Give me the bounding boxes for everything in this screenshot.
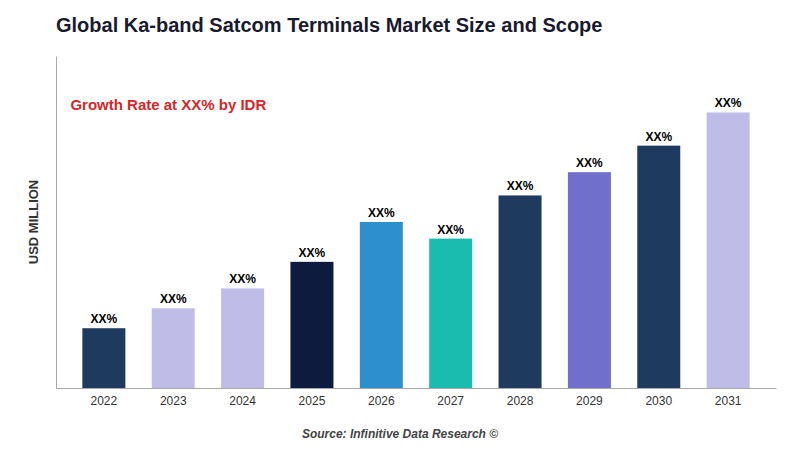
x-axis: 2022 2023 2024 2025 2026 2027 2028 2029 2030 2031	[57, 388, 777, 408]
data-label: XX%	[715, 96, 742, 110]
chart: 2022 2023 2024 2025 2026 2027 2028 2029 2030 2031…	[0, 0, 800, 450]
x-tick: 2031	[715, 388, 742, 408]
data-label: XX%	[160, 292, 187, 306]
y-axis-title: USD MILLION	[26, 180, 41, 265]
y-axis	[56, 57, 57, 389]
x-axis-line	[57, 388, 777, 389]
x-tick-label: 2030	[645, 394, 672, 408]
x-tick-label: 2025	[299, 394, 326, 408]
x-tick: 2024	[229, 388, 256, 408]
x-tick: 2023	[160, 388, 187, 408]
bar	[82, 328, 125, 388]
bar	[360, 222, 403, 388]
annotation: Growth Rate at XX% by IDR	[70, 96, 266, 113]
title: Global Ka-band Satcom Terminals Market S…	[56, 14, 602, 36]
x-tick: 2030	[645, 388, 672, 408]
bar	[152, 308, 195, 388]
bars	[82, 112, 749, 388]
bar	[499, 195, 542, 388]
bar	[429, 239, 472, 388]
y-axis-line	[56, 57, 57, 389]
x-tick-label: 2024	[229, 394, 256, 408]
data-label: XX%	[437, 223, 464, 237]
data-label: XX%	[645, 130, 672, 144]
plot: 2022 2023 2024 2025 2026 2027 2028 2029 2030 2031…	[57, 57, 777, 408]
x-tick: 2025	[299, 388, 326, 408]
x-tick-label: 2029	[576, 394, 603, 408]
x-tick-label: 2028	[507, 394, 534, 408]
bar	[707, 112, 750, 388]
x-tick-label: 2027	[437, 394, 464, 408]
x-tick-label: 2026	[368, 394, 395, 408]
data-labels: XX% XX% XX% XX% XX% XX% XX% XX% XX% XX%	[91, 96, 742, 326]
bar	[221, 288, 264, 388]
x-tick-label: 2023	[160, 394, 187, 408]
bar	[290, 262, 333, 388]
x-tick-label: 2022	[91, 394, 118, 408]
x-tick-label: 2031	[715, 394, 742, 408]
x-tick: 2026	[368, 388, 395, 408]
data-label: XX%	[368, 206, 395, 220]
data-label: XX%	[507, 179, 534, 193]
bar	[568, 172, 611, 388]
x-tick: 2022	[91, 388, 118, 408]
data-label: XX%	[299, 246, 326, 260]
x-tick: 2029	[576, 388, 603, 408]
x-tick: 2027	[437, 388, 464, 408]
data-label: XX%	[229, 272, 256, 286]
x-tick: 2028	[507, 388, 534, 408]
data-label: XX%	[576, 156, 603, 170]
data-label: XX%	[91, 312, 118, 326]
bar	[637, 146, 680, 388]
source: Source: Infinitive Data Research ©	[302, 427, 498, 441]
